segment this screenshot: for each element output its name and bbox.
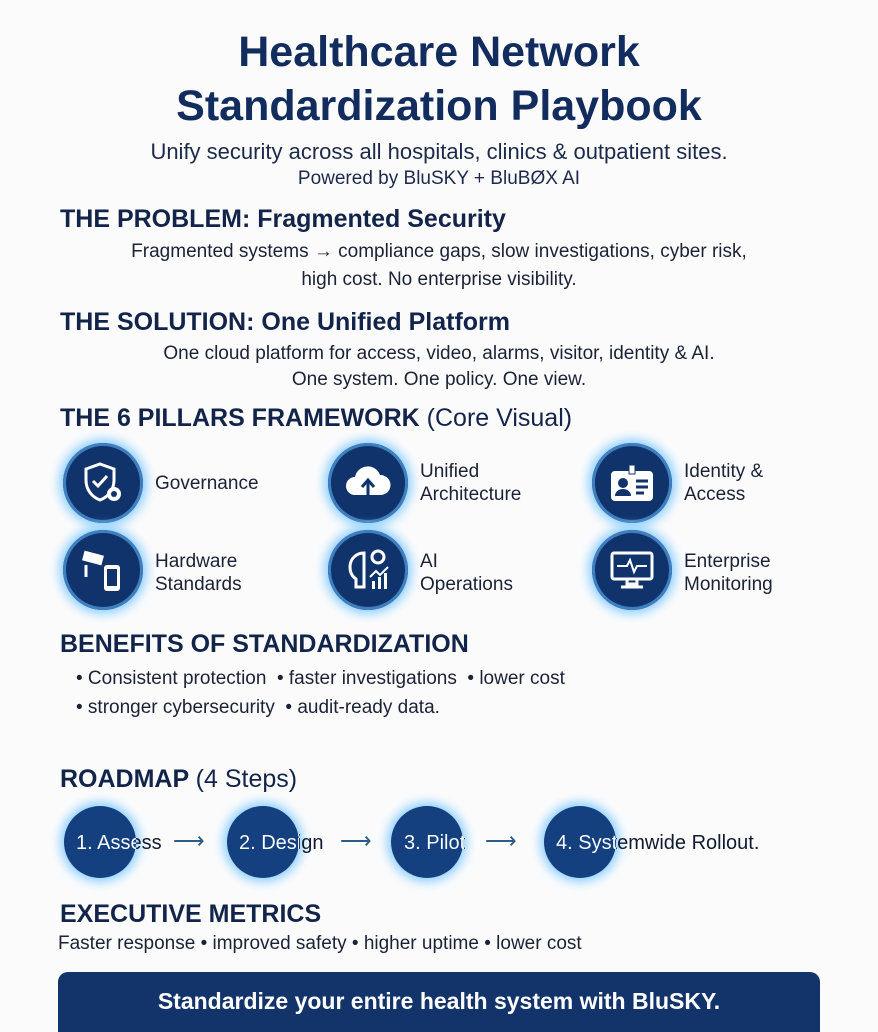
page-title-line2: Standardization Playbook [176, 82, 702, 130]
brain-chart-icon [328, 530, 408, 610]
cta-banner: Standardize your entire health system wi… [58, 972, 820, 1032]
page-title-line1: Healthcare Network [238, 28, 640, 76]
pillar-label: Identity & Access [684, 461, 764, 505]
pillar-label: Hardware Standards [155, 551, 242, 595]
benefits-line2: • stronger cybersecurity • audit-ready d… [76, 697, 440, 718]
arrow-icon: ⟶ [485, 828, 517, 853]
benefits-line1: • Consistent protection • faster investi… [76, 668, 565, 689]
pillars-heading: THE 6 PILLARS FRAMEWORK (Core Visual) [60, 404, 573, 432]
roadmap-circle-2 [227, 806, 299, 878]
solution-line2: One system. One policy. One view. [291, 369, 587, 390]
roadmap-step-1: 1. Assess [76, 832, 162, 854]
problem-line1: Fragmented systems → compliance gaps, sl… [131, 241, 747, 262]
roadmap-step-2: 2. Design [239, 832, 324, 854]
pillar-label: Enterprise Monitoring [684, 551, 773, 595]
monitor-pulse-icon [592, 530, 672, 610]
shield-gear-icon [63, 443, 143, 523]
arrow-icon: ⟶ [340, 828, 372, 853]
pillar-label: Governance [155, 473, 259, 494]
metrics-heading: EXECUTIVE METRICS [60, 900, 322, 928]
roadmap-step-4: 4. Systemwide Rollout. [556, 832, 760, 854]
roadmap-circle-4 [544, 806, 616, 878]
powered-by: Powered by BluSKY + BluBØX AI [297, 168, 581, 189]
solution-heading: THE SOLUTION: One Unified Platform [60, 308, 511, 336]
problem-heading: THE PROBLEM: Fragmented Security [60, 205, 506, 233]
problem-line2: high cost. No enterprise visibility. [301, 269, 577, 290]
roadmap-step-3: 3. Pilot [404, 832, 466, 854]
subtitle: Unify security across all hospitals, cli… [150, 139, 728, 164]
solution-line1: One cloud platform for access, video, al… [163, 343, 715, 364]
arrow-icon: ⟶ [173, 828, 205, 853]
cloud-upload-icon [328, 443, 408, 523]
camera-phone-icon [63, 530, 143, 610]
id-badge-icon [592, 443, 672, 523]
roadmap-circle-1 [64, 806, 136, 878]
pillar-label: Unified Architecture [420, 461, 522, 505]
roadmap-heading: ROADMAP (4 Steps) [60, 765, 298, 793]
benefits-heading: BENEFITS OF STANDARDIZATION [60, 630, 469, 658]
roadmap-circle-3 [391, 806, 463, 878]
metrics-line: Faster response • improved safety • high… [58, 933, 582, 954]
pillar-label: AI Operations [420, 551, 513, 595]
